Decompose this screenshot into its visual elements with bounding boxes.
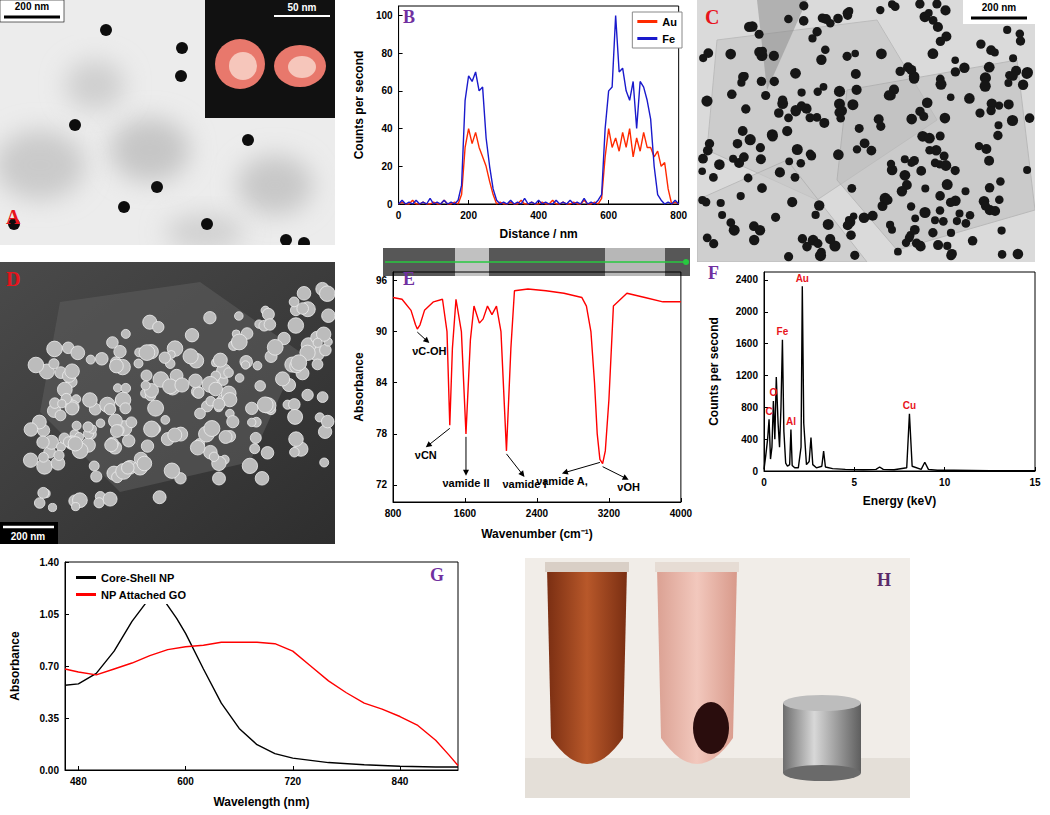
svg-text:0: 0	[752, 466, 758, 477]
svg-text:200: 200	[460, 210, 477, 221]
svg-text:200 nm: 200 nm	[11, 531, 46, 542]
svg-text:5: 5	[852, 477, 858, 488]
svg-text:Absorbance: Absorbance	[352, 352, 366, 422]
svg-text:C: C	[765, 406, 772, 417]
svg-text:Wavelength (nm): Wavelength (nm)	[213, 795, 309, 809]
svg-text:Counts per second: Counts per second	[352, 51, 366, 160]
svg-text:0.70: 0.70	[40, 661, 60, 672]
svg-text:B: B	[403, 7, 415, 27]
svg-text:G: G	[430, 565, 444, 585]
svg-text:80: 80	[381, 48, 393, 59]
svg-text:Energy (keV): Energy (keV)	[863, 494, 936, 508]
svg-text:200 nm: 200 nm	[15, 1, 50, 12]
svg-text:4000: 4000	[670, 508, 693, 519]
svg-text:νamide I: νamide I	[502, 478, 547, 491]
svg-text:60: 60	[381, 85, 393, 96]
svg-text:400: 400	[530, 210, 547, 221]
svg-text:Cu: Cu	[903, 400, 916, 411]
svg-text:0: 0	[396, 210, 402, 221]
svg-text:2000: 2000	[736, 306, 759, 317]
svg-text:Fe: Fe	[662, 33, 675, 45]
svg-text:90: 90	[376, 326, 388, 337]
svg-text:Au: Au	[662, 16, 677, 28]
svg-text:Core-Shell NP: Core-Shell NP	[101, 572, 174, 584]
svg-text:1200: 1200	[736, 370, 759, 381]
svg-text:840: 840	[392, 776, 409, 787]
svg-text:800: 800	[741, 402, 758, 413]
svg-text:78: 78	[376, 428, 388, 439]
svg-text:F: F	[708, 263, 719, 283]
svg-text:2400: 2400	[526, 508, 549, 519]
svg-text:A: A	[6, 206, 21, 228]
svg-text:νC-OH: νC-OH	[412, 345, 446, 357]
svg-text:72: 72	[376, 479, 388, 490]
svg-text:600: 600	[600, 210, 617, 221]
svg-text:800: 800	[385, 508, 402, 519]
svg-text:Fe: Fe	[777, 326, 789, 337]
svg-text:10: 10	[939, 477, 951, 488]
svg-text:Al: Al	[786, 416, 796, 427]
svg-text:νamide II: νamide II	[442, 477, 489, 489]
svg-text:Absorbance: Absorbance	[8, 631, 22, 701]
svg-text:40: 40	[381, 123, 393, 134]
svg-text:96: 96	[376, 275, 388, 286]
svg-text:νCN: νCN	[415, 449, 437, 461]
svg-text:H: H	[877, 570, 891, 590]
svg-text:1600: 1600	[736, 338, 759, 349]
svg-text:Counts per second: Counts per second	[707, 317, 721, 426]
svg-text:Distance / nm: Distance / nm	[500, 227, 578, 241]
svg-text:νamide A,: νamide A,	[536, 475, 588, 487]
svg-text:2400: 2400	[736, 274, 759, 285]
svg-text:E: E	[403, 269, 415, 289]
svg-text:νOH: νOH	[617, 481, 640, 493]
svg-text:720: 720	[284, 776, 301, 787]
svg-text:800: 800	[670, 210, 687, 221]
svg-text:0.00: 0.00	[40, 765, 60, 776]
svg-text:400: 400	[741, 434, 758, 445]
svg-text:Wavenumber (cm⁻¹): Wavenumber (cm⁻¹)	[481, 527, 593, 541]
svg-text:Au: Au	[796, 273, 809, 284]
svg-text:0: 0	[761, 477, 767, 488]
svg-text:0.35: 0.35	[40, 713, 60, 724]
svg-text:0: 0	[387, 199, 393, 210]
svg-text:84: 84	[376, 377, 388, 388]
svg-text:1.05: 1.05	[40, 609, 60, 620]
svg-text:1.40: 1.40	[40, 557, 60, 568]
svg-text:3200: 3200	[598, 508, 621, 519]
svg-text:15: 15	[1029, 477, 1041, 488]
svg-text:C: C	[705, 6, 719, 28]
svg-text:O: O	[770, 387, 778, 398]
svg-text:600: 600	[177, 776, 194, 787]
svg-text:1600: 1600	[454, 508, 477, 519]
svg-text:50 nm: 50 nm	[288, 2, 317, 13]
svg-text:100: 100	[376, 10, 393, 21]
svg-text:480: 480	[70, 776, 87, 787]
svg-text:NP Attached GO: NP Attached GO	[101, 589, 186, 601]
svg-text:20: 20	[381, 161, 393, 172]
svg-text:D: D	[6, 268, 20, 290]
svg-text:200 nm: 200 nm	[982, 2, 1017, 13]
